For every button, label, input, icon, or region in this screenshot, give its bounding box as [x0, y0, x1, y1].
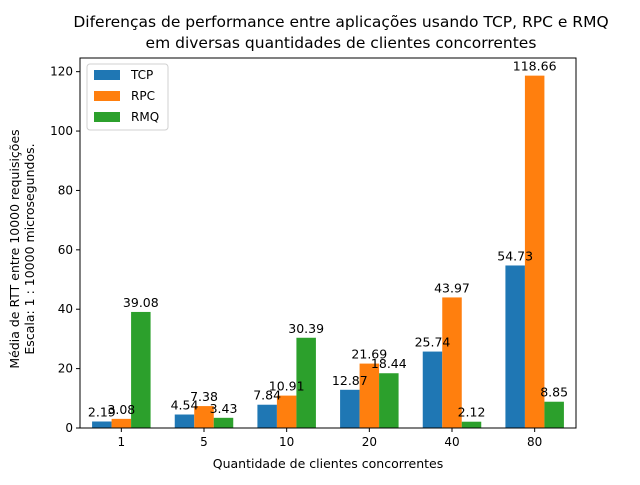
bar-rpc-40 [442, 297, 462, 428]
bar-rmq-40 [461, 421, 482, 428]
data-label-rpc-20: 21.69 [351, 347, 387, 362]
y-tick-label: 20 [58, 362, 73, 376]
data-label-rmq-5: 3.43 [210, 401, 238, 416]
legend-label-rmq: RMQ [131, 110, 159, 124]
y-axis-label-line-2: Escala: 1 : 10000 microsegundos. [22, 143, 37, 354]
x-axis-label: Quantidade de clientes concorrentes [213, 456, 443, 471]
axes-frame [79, 57, 577, 429]
data-label-rmq-80: 8.85 [540, 385, 568, 400]
data-label-tcp-20: 12.87 [332, 373, 368, 388]
data-label-rpc-80: 118.66 [513, 59, 557, 74]
bar-tcp-10 [257, 404, 277, 428]
bar-rmq-1 [131, 311, 151, 428]
chart-title-line-2: em diversas quantidades de clientes conc… [146, 34, 537, 52]
data-label-rmq-40: 2.12 [458, 405, 486, 420]
plot-area: 2.19 4.54 7.84 12.87 25.74 54.73 3.08 7.38 10.91… [50, 57, 577, 449]
x-tick-label: 1 [118, 435, 126, 449]
x-tick-label: 20 [362, 435, 377, 449]
y-axis-label-line-1: Média de RTT entre 10000 requisições [7, 129, 22, 368]
x-tick-label: 40 [444, 435, 459, 449]
bar-tcp-80 [505, 265, 525, 428]
data-label-tcp-40: 25.74 [415, 335, 451, 350]
y-tick-label: 120 [50, 65, 73, 79]
bar-rpc-80 [524, 75, 545, 428]
chart-title-line-1: Diferenças de performance entre aplicaçõ… [73, 13, 608, 31]
legend-swatch-rpc [94, 91, 120, 101]
bar-rmq-20 [379, 373, 399, 428]
data-label-rpc-40: 43.97 [434, 280, 470, 295]
y-tick-label: 0 [65, 421, 73, 435]
data-label-rpc-5: 7.38 [190, 389, 218, 404]
data-label-tcp-80: 54.73 [497, 248, 533, 263]
bar-rpc-20 [359, 363, 380, 428]
bar-rpc-10 [276, 395, 297, 428]
bar-tcp-1 [92, 421, 112, 428]
bar-rmq-10 [296, 337, 316, 428]
y-tick-label: 60 [58, 243, 73, 257]
data-label-tcp-1: 2.19 [88, 404, 116, 419]
data-label-tcp-5: 4.54 [171, 398, 199, 413]
y-axis-label-group: Média de RTT entre 10000 requisições Esc… [7, 129, 37, 368]
y-tick-label: 40 [58, 302, 73, 316]
bar-tcp-5 [174, 414, 195, 428]
data-label-rmq-10: 30.39 [288, 321, 324, 336]
x-tick-label: 10 [279, 435, 294, 449]
x-tick-label: 5 [200, 435, 208, 449]
legend-swatch-tcp [94, 70, 120, 80]
bar-tcp-40 [422, 351, 443, 428]
x-tick-label: 80 [527, 435, 542, 449]
legend-label-tcp: TCP [130, 68, 153, 82]
data-label-rpc-1: 3.08 [107, 402, 135, 417]
data-label-rpc-10: 10.91 [269, 379, 305, 394]
bar-tcp-20 [340, 389, 360, 428]
legend-swatch-rmq [94, 112, 120, 122]
bar-rpc-1 [111, 418, 132, 428]
bar-rmq-80 [544, 401, 564, 428]
y-tick-label: 80 [58, 183, 73, 197]
bar-rmq-5 [213, 417, 234, 428]
y-tick-label: 100 [50, 124, 73, 138]
data-label-rmq-1: 39.08 [123, 295, 159, 310]
data-label-rmq-20: 18.44 [371, 356, 407, 371]
data-label-tcp-10: 7.84 [253, 388, 281, 403]
bar-rpc-5 [194, 406, 214, 428]
legend-label-rpc: RPC [131, 89, 155, 103]
